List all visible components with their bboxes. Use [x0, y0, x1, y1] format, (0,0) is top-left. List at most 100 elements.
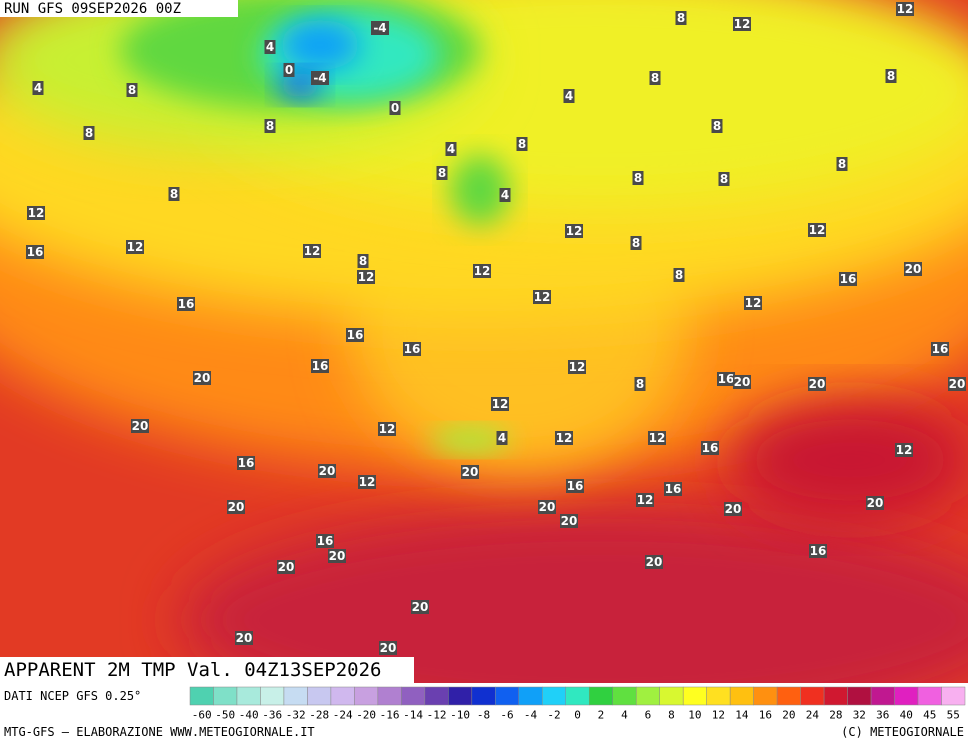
- colorbar-swatch: [706, 686, 731, 706]
- colorbar-tick-label: -20: [356, 709, 376, 722]
- colorbar-tick-label: -8: [477, 709, 490, 722]
- label-box: [885, 69, 897, 83]
- temperature-label: 12: [569, 360, 586, 374]
- label-box: [237, 456, 255, 470]
- temperature-label: 8: [651, 71, 659, 85]
- colorbar-tick-label: 4: [621, 709, 628, 722]
- label-box: [168, 187, 180, 201]
- temperature-label: 8: [838, 157, 846, 171]
- temperature-label: 20: [380, 641, 397, 655]
- temperature-label: 12: [359, 475, 376, 489]
- label-box: [634, 377, 646, 391]
- temperature-label: 0: [285, 63, 293, 77]
- temperature-label: 8: [720, 172, 728, 186]
- temperature-label: 20: [194, 371, 211, 385]
- label-box: [357, 254, 369, 268]
- colorbar-tick-label: 40: [900, 709, 913, 722]
- label-box: [126, 83, 138, 97]
- label-box: [701, 441, 719, 455]
- colorbar-tick-label: -32: [286, 709, 306, 722]
- temperature-label: 8: [677, 11, 685, 25]
- label-box: [809, 544, 827, 558]
- temperature-label: 8: [266, 119, 274, 133]
- label-box: [724, 502, 742, 516]
- temperature-label: 20: [236, 631, 253, 645]
- temperature-label: 12: [809, 223, 826, 237]
- temperature-label: 12: [492, 397, 509, 411]
- temperature-label: 12: [745, 296, 762, 310]
- colorbar-swatch: [260, 686, 285, 706]
- temperature-label: 20: [319, 464, 336, 478]
- colorbar-tick-label: -36: [262, 709, 282, 722]
- temperature-label: 16: [932, 342, 949, 356]
- label-box: [445, 142, 457, 156]
- colorbar-swatch: [659, 686, 684, 706]
- colorbar-swatch: [495, 686, 520, 706]
- temperature-label: 16: [810, 544, 827, 558]
- temperature-label: 8: [632, 236, 640, 250]
- label-box: [632, 171, 644, 185]
- colorbar-tick-label: 36: [876, 709, 889, 722]
- temperature-label: 20: [561, 514, 578, 528]
- temperature-label: 4: [565, 89, 573, 103]
- temperature-label: 20: [809, 377, 826, 391]
- label-box: [808, 377, 826, 391]
- colorbar-swatch: [682, 686, 707, 706]
- colorbar-tick-label: -4: [524, 709, 538, 722]
- label-box: [836, 157, 848, 171]
- map-title: APPARENT 2M TMP Val. 04Z13SEP2026: [4, 659, 382, 681]
- label-box: [436, 166, 448, 180]
- colorbar-swatch: [776, 686, 801, 706]
- colorbar-tick-label: 2: [598, 709, 605, 722]
- temperature-label: 12: [734, 17, 751, 31]
- temperature-label: 20: [949, 377, 966, 391]
- label-box: [131, 419, 149, 433]
- temperature-label: 8: [713, 119, 721, 133]
- temperature-label: 4: [498, 431, 506, 445]
- label-box: [931, 342, 949, 356]
- colorbar-tick-label: 8: [668, 709, 675, 722]
- colorbar-tick-label: 16: [759, 709, 772, 722]
- temperature-label: 16: [702, 441, 719, 455]
- label-box: [328, 549, 346, 563]
- label-box: [32, 81, 44, 95]
- temperature-label: 12: [566, 224, 583, 238]
- label-box: [389, 101, 401, 115]
- temperature-label: 20: [329, 549, 346, 563]
- colorbar-swatch: [283, 686, 308, 706]
- label-box: [808, 223, 826, 237]
- source-text: DATI NCEP GFS 0.25°: [4, 689, 141, 703]
- colorbar-tick-label: -50: [215, 709, 235, 722]
- label-box: [264, 119, 276, 133]
- temperature-field: [0, 0, 968, 730]
- colorbar-tick-label: 10: [688, 709, 701, 722]
- temperature-label: 8: [85, 126, 93, 140]
- label-box: [357, 270, 375, 284]
- temperature-label: 20: [646, 555, 663, 569]
- label-box: [346, 328, 364, 342]
- temperature-label: 16: [567, 479, 584, 493]
- temperature-label: 12: [28, 206, 45, 220]
- colorbar-tick-label: 12: [712, 709, 725, 722]
- label-box: [630, 236, 642, 250]
- label-box: [645, 555, 663, 569]
- temperature-label: 16: [347, 328, 364, 342]
- colorbar-swatch: [518, 686, 543, 706]
- temperature-label: 16: [27, 245, 44, 259]
- colorbar-tick-label: -16: [380, 709, 400, 722]
- label-box: [533, 290, 551, 304]
- temperature-label: 16: [718, 372, 735, 386]
- label-box: [27, 206, 45, 220]
- colorbar-tick-label: 14: [735, 709, 749, 722]
- label-box: [664, 482, 682, 496]
- label-box: [711, 119, 723, 133]
- colorbar-swatch: [894, 686, 919, 706]
- colorbar-tick-label: -24: [333, 709, 353, 722]
- colorbar-tick-label: 28: [829, 709, 842, 722]
- label-box: [499, 188, 511, 202]
- temperature-label: 8: [887, 69, 895, 83]
- label-box: [26, 245, 44, 259]
- colorbar-tick-label: 6: [645, 709, 652, 722]
